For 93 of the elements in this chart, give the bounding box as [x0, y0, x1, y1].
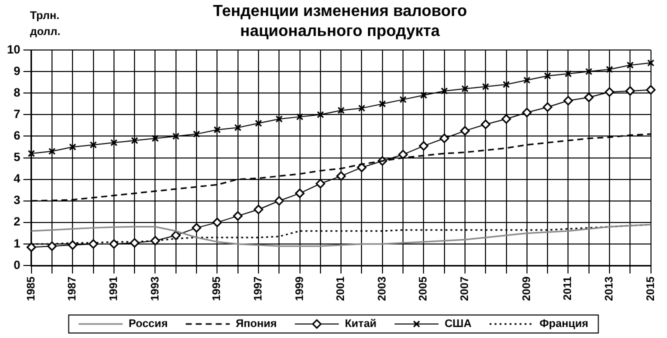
x-tick-label: 1997	[252, 276, 265, 302]
point	[502, 114, 512, 124]
point	[109, 239, 119, 249]
point	[337, 106, 345, 114]
legend-label: США	[444, 318, 472, 330]
point	[604, 87, 614, 97]
y-tick-label: 8	[14, 85, 21, 100]
point	[90, 141, 97, 148]
point	[440, 134, 450, 144]
x-tick-label: 2003	[376, 276, 388, 302]
point	[171, 230, 181, 240]
point	[398, 150, 408, 160]
point	[542, 102, 552, 112]
x-tick-label: 2015	[644, 276, 657, 302]
point	[646, 85, 656, 95]
point	[523, 76, 530, 84]
point	[254, 120, 262, 127]
point	[172, 132, 180, 140]
point	[234, 124, 242, 132]
point	[254, 204, 264, 214]
point	[26, 242, 36, 252]
point	[399, 96, 407, 104]
x-tick-label: 1999	[294, 276, 306, 302]
y-tick-label: 5	[14, 150, 21, 164]
point	[625, 86, 635, 96]
x-tick-label: 2001	[335, 276, 348, 302]
y-tick-label: 1	[14, 236, 21, 250]
point	[88, 239, 98, 249]
point	[316, 178, 326, 188]
point	[358, 104, 366, 112]
x-tick-label: 1993	[149, 276, 162, 302]
point	[522, 108, 532, 118]
point	[544, 72, 552, 80]
x-tick-label: 2005	[418, 276, 430, 302]
y-tick-label: 2	[14, 214, 21, 229]
point	[69, 143, 76, 151]
y-tick-label: 7	[14, 106, 21, 121]
legend-label: Япония	[236, 318, 277, 330]
point	[585, 68, 592, 76]
point	[336, 171, 346, 181]
point	[461, 85, 469, 92]
point	[606, 66, 614, 73]
point	[152, 134, 159, 142]
y-tick-label: 6	[14, 128, 21, 143]
point	[214, 126, 221, 134]
point	[130, 238, 140, 248]
y-tick-label: 9	[14, 64, 21, 78]
legend-label: Китай	[344, 318, 377, 330]
point	[480, 120, 490, 130]
point	[564, 70, 572, 78]
x-tick-label: 1987	[66, 276, 79, 302]
point	[647, 59, 654, 67]
point	[295, 188, 305, 198]
x-tick-label: 2009	[520, 276, 533, 302]
point	[192, 223, 202, 233]
point	[47, 241, 57, 251]
chart-title: Тенденции изменения валового национального продукта	[212, 2, 468, 42]
point	[626, 62, 634, 69]
point	[48, 148, 56, 155]
x-tick-label: 1985	[25, 276, 38, 302]
legend-label: Россия	[128, 318, 168, 330]
point	[378, 100, 386, 108]
point	[584, 92, 594, 102]
point	[131, 136, 138, 144]
x-tick-label: 1995	[211, 276, 224, 302]
point	[563, 96, 573, 106]
point	[233, 211, 243, 221]
point	[440, 87, 448, 95]
y-tick-label: 4	[14, 172, 21, 186]
point	[192, 130, 200, 138]
point	[110, 139, 118, 146]
y-axis-title: Трлн. долл.	[30, 9, 62, 40]
point	[482, 83, 490, 90]
point	[316, 111, 324, 118]
point	[356, 162, 366, 172]
point	[150, 236, 160, 246]
x-tick-label: 2007	[458, 276, 471, 302]
point	[418, 141, 428, 151]
y-tick-label: 10	[6, 42, 21, 56]
y-tick-label: 0	[14, 258, 21, 272]
x-tick-label: 2013	[604, 276, 616, 302]
point	[212, 218, 222, 228]
x-tick-label: 2011	[562, 276, 574, 300]
point	[460, 126, 470, 136]
point	[274, 196, 284, 206]
x-tick-label: 1991	[108, 276, 120, 302]
point	[68, 240, 78, 250]
point	[296, 113, 304, 120]
y-tick-label: 3	[14, 193, 21, 208]
point	[420, 92, 428, 99]
point	[502, 80, 510, 88]
legend-label: Франция	[540, 318, 588, 330]
point	[276, 115, 283, 123]
